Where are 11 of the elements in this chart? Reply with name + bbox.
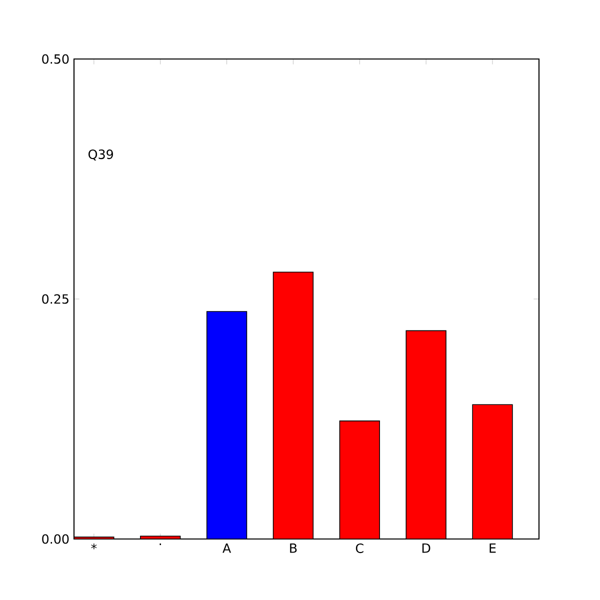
x-tick-label: . xyxy=(160,543,161,546)
x-tick-label: * xyxy=(91,543,97,550)
x-tick-label: E xyxy=(490,543,496,553)
y-tick-label: 0.50 xyxy=(42,54,69,64)
y-tick-label: 0.25 xyxy=(42,294,68,304)
x-tick-label: B xyxy=(290,543,297,553)
annotation: Q39 xyxy=(88,149,113,161)
y-tick-label: 0.00 xyxy=(42,534,69,544)
x-tick-label: D xyxy=(422,543,430,553)
x-tick-label: A xyxy=(222,543,232,553)
x-tick-label: C xyxy=(356,543,364,554)
